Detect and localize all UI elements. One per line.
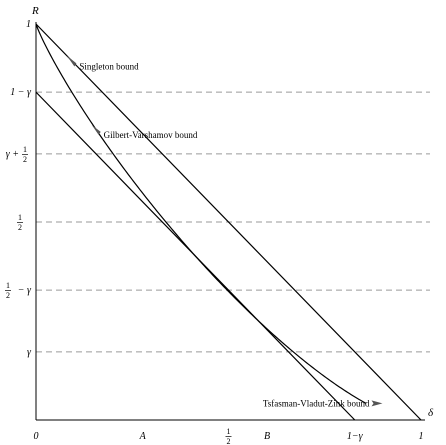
annotation-arrow-0 [66,55,77,70]
curves [35,23,422,421]
annotation-arrow-2 [371,400,383,407]
y-tick-label-4-post: − γ [18,285,32,296]
x-axis-label: δ [428,407,434,419]
x-tick-label-0: 0 [34,431,39,442]
y-tick-label-0: 1 [26,19,31,30]
annotation-arrow-1 [91,124,101,138]
x-tick-label-4: 1−γ [347,431,364,442]
x-tick-label-5: 1 [419,431,424,442]
x-tick-label-3: B [264,431,270,442]
grid [36,91,430,353]
y-tick-label-2-den: 2 [23,155,27,164]
series-gilbert-varshamov-bound [35,23,367,404]
x-tick-label-2-den: 2 [227,437,231,445]
y-tick-label-4-den: 2 [6,291,10,300]
y-axis-label: R [31,5,39,17]
y-tick-label-2-pre: γ + [6,149,19,160]
y-tick-label-4-num: 1 [6,281,10,290]
annotation-label-2: Tsfasman-Vladut-Zink bound [263,398,370,408]
x-tick-label-1: A [139,431,147,442]
y-tick-label-1: 1 − γ [10,87,32,98]
x-tick-labels: 0 A 12 B 1−γ 1 [34,427,424,445]
axes [35,22,425,421]
series-tsfasman-vladut-zink-bound [35,91,356,421]
y-tick-label-2-num: 1 [23,145,27,154]
annotations: Singleton bound Gilbert-Varshamov bound Ts… [66,55,383,408]
series-singleton-bound [35,23,422,421]
y-tick-label-3-num: 1 [18,213,22,222]
y-tick-label-5: γ [27,347,32,358]
x-tick-label-2-num: 1 [227,427,231,436]
annotation-label-0: Singleton bound [79,61,139,71]
annotation-label-1: Gilbert-Varshamov bound [104,130,198,140]
y-tick-label-3-den: 2 [18,223,22,232]
